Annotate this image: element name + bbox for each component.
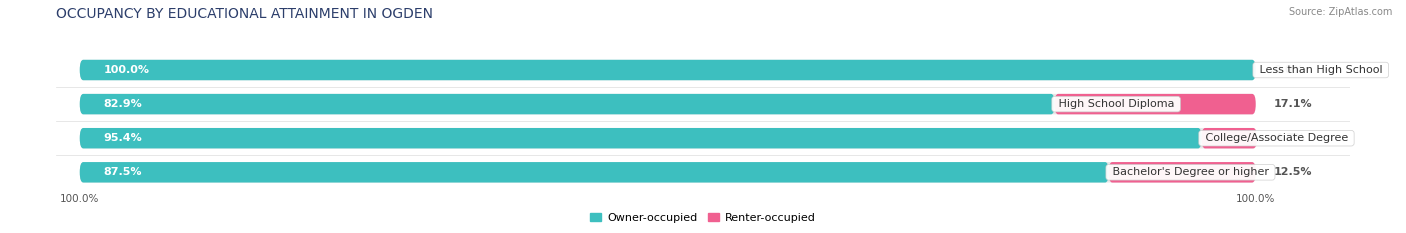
Legend: Owner-occupied, Renter-occupied: Owner-occupied, Renter-occupied (586, 209, 820, 227)
FancyBboxPatch shape (80, 162, 1256, 182)
Text: 100.0%: 100.0% (103, 65, 149, 75)
FancyBboxPatch shape (1202, 128, 1257, 148)
Text: 12.5%: 12.5% (1274, 167, 1312, 177)
Text: 87.5%: 87.5% (103, 167, 142, 177)
Text: 82.9%: 82.9% (103, 99, 142, 109)
Text: High School Diploma: High School Diploma (1054, 99, 1178, 109)
FancyBboxPatch shape (80, 162, 1109, 182)
FancyBboxPatch shape (1109, 162, 1256, 182)
FancyBboxPatch shape (80, 128, 1202, 148)
Text: 4.7%: 4.7% (1274, 133, 1306, 143)
Text: College/Associate Degree: College/Associate Degree (1202, 133, 1351, 143)
Text: Source: ZipAtlas.com: Source: ZipAtlas.com (1288, 7, 1392, 17)
FancyBboxPatch shape (80, 94, 1256, 114)
FancyBboxPatch shape (80, 60, 1256, 80)
Text: Less than High School: Less than High School (1256, 65, 1386, 75)
FancyBboxPatch shape (1054, 94, 1256, 114)
FancyBboxPatch shape (80, 128, 1256, 148)
FancyBboxPatch shape (80, 94, 1054, 114)
Text: 95.4%: 95.4% (103, 133, 142, 143)
Text: OCCUPANCY BY EDUCATIONAL ATTAINMENT IN OGDEN: OCCUPANCY BY EDUCATIONAL ATTAINMENT IN O… (56, 7, 433, 21)
Text: 17.1%: 17.1% (1274, 99, 1312, 109)
Text: 0.0%: 0.0% (1274, 65, 1303, 75)
Text: Bachelor's Degree or higher: Bachelor's Degree or higher (1109, 167, 1272, 177)
FancyBboxPatch shape (80, 60, 1256, 80)
